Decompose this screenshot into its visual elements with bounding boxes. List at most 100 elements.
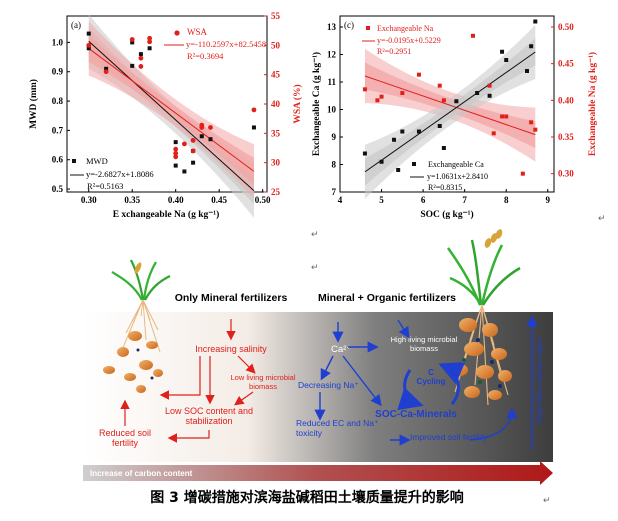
para-mark: ↵ [311,229,319,239]
y-right-tick-label: 50 [271,40,281,50]
node-reduced-ec: Reduced EC and Na⁺ toxicity [296,418,378,438]
data-point [504,58,509,62]
para-mark: ↵ [311,262,319,272]
data-point [379,159,384,164]
y-left-tick-label: 12 [327,50,337,60]
data-point [86,31,91,36]
data-point [190,148,196,154]
y-left-tick-label: 8 [332,160,337,170]
y-left-tick-label: 7 [332,187,337,197]
data-point [199,122,205,128]
equation-exna: y=-0.0195x+0.5229 [377,36,441,45]
fit-line [364,51,536,173]
y-left-tick-label: 1.0 [52,37,64,47]
data-point [524,69,529,73]
data-point [86,46,91,51]
data-point [392,137,397,142]
data-point [454,99,459,104]
y-left-tick-label: 0.8 [52,96,64,106]
data-point [182,169,187,174]
data-point [533,127,538,132]
x-tick-label: 0.50 [255,195,271,205]
data-point [147,39,153,45]
x-tick-label: 7 [462,195,467,205]
node-low-soc: Low SOC content and stabilization [164,406,254,427]
equation-mwd: y=-2.6827x+1.8086 [86,169,154,179]
node-reduced-fertility-label: Reduced soil fertility [98,428,152,449]
data-point [138,64,144,69]
legend-exca-marker [412,162,416,166]
increase-carbon-label: Increase of carbon content [90,469,193,478]
data-point [104,66,109,71]
data-point [533,19,538,24]
data-point [173,163,178,168]
r2-mwd: R²=0.5163 [87,181,123,191]
data-point [487,83,492,88]
equation-wsa: y=-110.2597x+82.5458 [186,39,266,49]
chart-panel-a: 0.30 0.35 0.40 0.45 0.50 0.5 0.6 0.7 0.8 0.9 1.0 25… [28,11,303,220]
node-reduced-fertility: Reduced soil fertility [98,428,152,449]
r2-exca: R²=0.8315 [428,183,462,192]
x-tick-label: 5 [379,195,384,205]
data-point [190,137,196,143]
data-point [475,91,480,95]
y-right-tick-label: 30 [271,158,281,168]
y-right-tick-label: 0.40 [558,95,574,105]
para-mark: ↵ [598,213,606,223]
r2-wsa: R²=0.3694 [187,51,224,61]
data-point [173,154,179,160]
data-point [138,52,143,57]
data-point [529,44,534,49]
node-improved-fertility-label: Improved soil fertility [410,432,488,442]
data-point [208,137,213,142]
data-point [173,146,179,152]
data-point [181,141,187,147]
node-high-microbial: High living microbial biomass [390,336,458,353]
chart-panel-c: 4 5 6 7 8 9 7 8 9 10 11 12 13 0.30 0.35 0.40 0.45 0.50 (c… [311,15,598,220]
legend-wsa-label: WSA [187,27,208,37]
data-point [362,151,367,156]
node-low-microbial-label: Low living microbial biomass [230,374,296,391]
data-point [86,42,92,48]
legend-exca-label: Exchangeable Ca [428,160,484,169]
data-point [500,49,505,54]
x-tick-label: 0.30 [81,195,97,205]
data-point [147,35,153,41]
node-low-soc-label: Low SOC content and stabilization [164,406,254,427]
data-point [130,40,135,45]
fit-line [88,48,255,172]
left-flow-red: Increasing salinity Low living microbial… [98,344,296,449]
panel-label-c: (c) [344,20,354,30]
node-high-microbial-label: High living microbial biomass [390,336,458,353]
y-axis-title-c-right: Exchangeable Na (g kg⁻¹) [587,52,598,156]
data-point [441,146,446,150]
x-axis-title-c: SOC (g kg⁻¹) [420,209,473,220]
increase-carbon-arrow [83,461,553,485]
y-left-tick-label: 9 [332,132,337,142]
data-point [470,33,475,38]
data-point [504,114,509,119]
data-point [251,107,257,113]
node-improved-fertility: Improved soil fertility [410,432,488,442]
x-tick-label: 9 [546,195,551,205]
rice-plant-left-illustration [103,259,171,393]
y-left-tick-label: 11 [327,77,336,87]
data-point [437,124,442,128]
legend-mwd-label: MWD [86,156,108,166]
node-c-cycling: C Cycling [417,369,446,386]
data-point [130,63,135,68]
y-right-tick-label: 0.30 [558,169,574,179]
x-tick-label: 4 [338,195,343,205]
legend-mwd-marker [72,159,76,163]
data-point [400,91,405,95]
node-increasing-salinity: Increasing salinity [195,344,267,354]
y-right-tick-label: 45 [271,70,281,80]
y-axis-title-a-left: MWD (mm) [28,79,39,129]
data-point [379,94,384,99]
data-point [129,37,135,42]
equation-exca: y=1.0631x+2.8410 [427,172,488,181]
r2-exna: R²=0.2951 [377,47,411,56]
data-point [416,72,421,77]
data-point [199,134,204,139]
